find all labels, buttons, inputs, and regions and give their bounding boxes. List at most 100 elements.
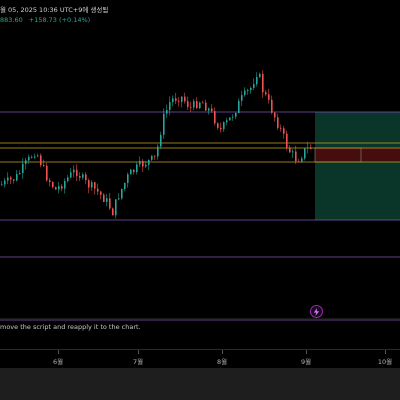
candle-body [22,163,24,174]
candle-body [19,173,21,174]
candle-body [172,98,174,103]
candle-body [244,90,246,96]
candle-body [124,182,126,189]
candle-body [1,184,3,186]
candle-body [298,161,300,163]
candle-body [259,73,261,78]
candle-body [205,102,207,111]
candle-body [10,177,12,180]
candle-body [79,175,81,178]
candle-body [73,169,75,173]
candle-body [241,95,243,101]
candle-body [118,198,120,200]
time-axis-divider [0,349,400,350]
candle-body [64,180,66,189]
candle-body [4,180,6,185]
candle-body [115,199,117,216]
current-price: 883.60 [0,16,23,24]
candle-body [262,73,264,93]
price-chart[interactable] [0,0,400,368]
candle-body [310,147,312,149]
candle-body [139,160,141,165]
candle-body [133,169,135,173]
chart-area[interactable]: 월 05, 2025 10:36 UTC+9에 생성됨 883.60 +158.7… [0,0,400,368]
candle-body [229,117,231,121]
tick-mark [222,350,223,354]
candle-body [151,155,153,160]
candle-body [187,101,189,107]
candle-body [28,156,30,161]
candle-body [220,127,222,130]
candle-body [61,186,63,189]
candle-body [97,188,99,192]
time-label-august: 8월 [216,358,228,366]
candle-body [304,148,306,159]
candle-body [247,90,249,91]
candle-body [211,108,213,112]
candle-body [178,100,180,102]
candle-body [214,111,216,124]
bottom-toolbar [0,368,400,400]
candle-body [250,87,252,91]
candle-body [196,101,198,109]
time-axis[interactable]: 6월 7월 8월 9월 10월 [0,350,400,368]
tick-mark [138,350,139,354]
time-label-september: 9월 [300,358,312,366]
tick-mark [385,350,386,354]
tick-mark [58,350,59,354]
time-label-july: 7월 [132,358,144,366]
candle-body [286,133,288,148]
candle-body [160,134,162,147]
candle-body [55,187,57,190]
candle-body [40,155,42,166]
candle-body [277,117,279,128]
candle-body [190,106,192,108]
candle-body [289,147,291,153]
candle-body [130,169,132,175]
candle-body [145,164,147,167]
candle-body [121,188,123,199]
candle-body [295,151,297,162]
candle-body [67,177,69,181]
candle-body [181,96,183,102]
candle-body [103,194,105,202]
candle-body [7,177,9,181]
take-profit-zone [315,112,400,148]
candle-body [169,102,171,110]
candle-body [223,122,225,130]
candle-body [16,173,18,181]
candle-body [301,158,303,162]
candle-body [25,160,27,164]
candle-body [268,94,270,100]
candle-body [166,109,168,114]
bolt-icon[interactable] [310,305,323,318]
candle-body [307,147,309,149]
candle-body [154,155,156,157]
candle-body [217,123,219,128]
candle-body [253,84,255,88]
take-profit-zone-lower [315,162,400,220]
candle-body [76,169,78,176]
candle-body [127,174,129,183]
candle-body [70,172,72,178]
candle-body [85,174,87,181]
candle-body [142,160,144,167]
price-change: +158.73 (+0.14%) [28,16,91,24]
candle-body [157,146,159,157]
candle-body [283,128,285,134]
script-error-notice: move the script and reapply it to the ch… [0,323,141,331]
candle-body [43,165,45,167]
candle-body [37,155,39,157]
bolt-glyph [313,307,320,316]
candle-body [52,182,54,188]
candle-body [202,102,204,104]
candle-body [13,179,15,181]
candle-body [112,208,114,216]
price-readout: 883.60 +158.73 (+0.14%) [0,16,90,24]
candle-body [232,116,234,118]
candle-body [238,100,240,114]
candle-body [208,108,210,111]
candle-body [271,99,273,113]
candle-body [46,165,48,181]
notice-divider [0,318,400,319]
